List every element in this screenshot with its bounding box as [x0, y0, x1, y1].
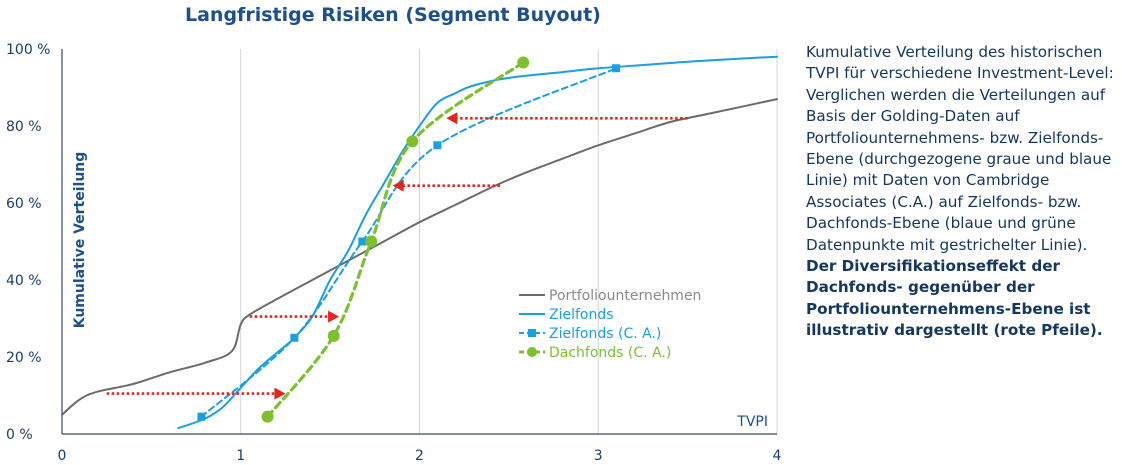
legend-label-zielfonds: Zielfonds — [549, 307, 614, 323]
data-point-zielfonds-c-a — [433, 141, 442, 150]
data-point-zielfonds-c-a — [612, 64, 621, 73]
legend-marker-zielfonds-c-a — [528, 329, 536, 337]
data-point-zielfonds-c-a — [358, 237, 367, 246]
chart-legend: Portfoliounternehmen Zielfonds Zielfonds (… — [519, 288, 701, 361]
chart-series — [61, 55, 778, 430]
data-point-dachfonds-c-a — [517, 56, 530, 69]
caption-normal: Kumulative Verteilung des historischen T… — [806, 43, 1114, 254]
data-point-dachfonds-c-a — [406, 135, 419, 148]
diversification-arrow-head — [274, 387, 286, 400]
y-tick-label: 0 % — [6, 427, 33, 443]
x-tick-label: 4 — [773, 448, 782, 464]
chart-grid — [240, 49, 778, 434]
legend-label-portfoliounternehmen: Portfoliounternehmen — [549, 288, 701, 304]
data-point-dachfonds-c-a — [261, 410, 274, 423]
y-axis-title: Kumulative Verteilung — [72, 152, 88, 329]
caption-bold: Der Diversifikationseffekt der Dachfonds… — [806, 257, 1103, 340]
caption-text: Kumulative Verteilung des historischen T… — [806, 42, 1118, 342]
legend-label-zielfonds-c-a: Zielfonds (C. A.) — [549, 326, 661, 342]
y-tick-label: 60 % — [6, 196, 42, 212]
series-line-dachfonds-c-a — [266, 60, 525, 419]
diversification-arrow-head — [392, 179, 404, 192]
x-tick-label: 3 — [594, 448, 603, 464]
data-point-zielfonds-c-a — [290, 333, 299, 342]
x-axis-title: TVPI — [736, 414, 768, 430]
x-tick-label: 1 — [236, 448, 245, 464]
chart-arrows — [106, 112, 688, 400]
data-point-zielfonds-c-a — [197, 412, 206, 421]
y-tick-label: 40 % — [6, 273, 42, 289]
y-tick-label: 100 % — [6, 42, 50, 58]
legend-marker-dachfonds-c-a — [527, 347, 537, 357]
series-line-zielfonds — [177, 55, 778, 430]
chart-title: Langfristige Risiken (Segment Buyout) — [185, 4, 601, 26]
y-tick-label: 80 % — [6, 119, 42, 135]
x-tick-label: 2 — [415, 448, 424, 464]
chart-plot: 0 1 2 3 40 %20 %40 %60 %80 %100 % Portfoliou… — [6, 42, 782, 464]
series-line-zielfonds-c-a — [200, 67, 618, 418]
y-tick-label: 20 % — [6, 350, 42, 366]
legend-label-dachfonds-c-a: Dachfonds (C. A.) — [549, 345, 671, 361]
data-point-dachfonds-c-a — [327, 329, 340, 342]
x-tick-label: 0 — [58, 448, 67, 464]
diversification-arrow-head — [446, 112, 458, 125]
data-point-dachfonds-c-a — [365, 235, 378, 248]
chart-axes: 0 1 2 3 40 %20 %40 %60 %80 %100 % — [6, 42, 782, 464]
diversification-arrow-head — [328, 310, 340, 323]
